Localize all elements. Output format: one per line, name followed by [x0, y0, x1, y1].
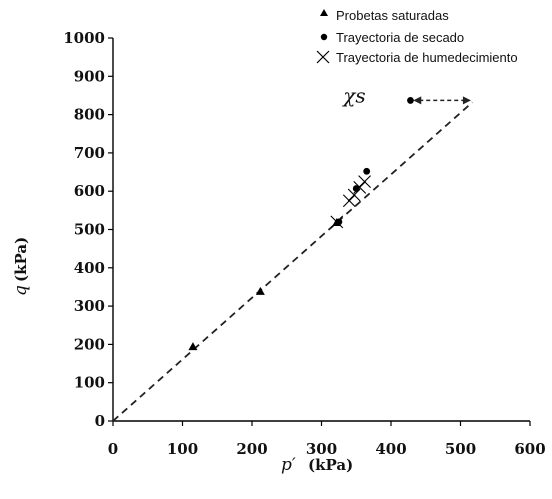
y-tick-label: 400 [74, 259, 105, 277]
legend-label-probetas-saturadas: Probetas saturadas [336, 8, 449, 23]
triangle-point [188, 342, 198, 351]
y-tick-label: 200 [74, 335, 105, 353]
y-tick-label: 100 [74, 374, 105, 392]
circle-point [352, 185, 360, 192]
x-tick-label: 400 [375, 440, 406, 458]
y-tick-label: 0 [95, 412, 105, 430]
legend-item-probetas-saturadas: Probetas saturadas [320, 8, 449, 23]
circle-point [407, 97, 414, 104]
x-tick-label: 200 [236, 440, 267, 458]
legend-item-trayectoria-de-secado: Trayectoria de secado [320, 30, 464, 45]
trend-line [112, 101, 473, 422]
dashed-trend-line [112, 101, 473, 422]
y-tick-label: 300 [74, 297, 105, 315]
axes [112, 38, 530, 422]
x-axis-symbol: p′ [281, 455, 296, 475]
annotation-arrowhead-right [462, 96, 471, 105]
x-tick-label: 500 [445, 440, 476, 458]
x-tick-label: 100 [167, 440, 198, 458]
x-point [342, 194, 356, 208]
chi-s-annotation: χs [341, 83, 471, 107]
y-axis-ticks: 0 100 200 300 400 500 600 700 800 900 1000 [63, 29, 113, 430]
circle-point [363, 167, 371, 175]
legend-item-trayectoria-de-humedecimiento: Trayectoria de humedecimiento [316, 50, 518, 65]
y-tick-label: 600 [74, 182, 105, 200]
legend-x-marker [316, 50, 330, 64]
x-point [347, 188, 361, 202]
x-point [353, 180, 367, 194]
x-tick-label: 600 [514, 440, 545, 458]
x-axis-title: p′ (kPa) [281, 455, 353, 475]
y-tick-label: 800 [74, 106, 105, 124]
data-points [188, 97, 414, 351]
annotation-arrowhead-left [413, 96, 422, 105]
x-point [330, 215, 344, 229]
x-axis-unit: (kPa) [308, 456, 353, 474]
x-tick-label: 300 [306, 440, 337, 458]
y-tick-label: 900 [74, 67, 105, 85]
y-axis-unit: (kPa) [12, 237, 30, 282]
y-tick-label: 1000 [63, 29, 105, 47]
x-axis-ticks: 0 100 200 300 400 500 600 [108, 421, 546, 458]
circle-point [335, 218, 343, 226]
legend: Probetas saturadas Trayectoria de secado… [316, 8, 518, 65]
x-point [358, 175, 371, 189]
legend-label-trayectoria-de-secado: Trayectoria de secado [336, 30, 464, 45]
annotation-label: χs [341, 83, 365, 107]
legend-triangle-marker [320, 9, 328, 16]
legend-circle-marker [320, 33, 328, 41]
legend-label-trayectoria-de-humedecimiento: Trayectoria de humedecimiento [336, 50, 518, 65]
x-tick-label: 0 [108, 440, 118, 458]
y-axis-symbol: q [11, 285, 31, 296]
y-axis-title: q (kPa) [11, 237, 31, 296]
triangle-point [255, 286, 265, 295]
y-tick-label: 500 [74, 221, 105, 239]
y-tick-label: 700 [74, 144, 105, 162]
